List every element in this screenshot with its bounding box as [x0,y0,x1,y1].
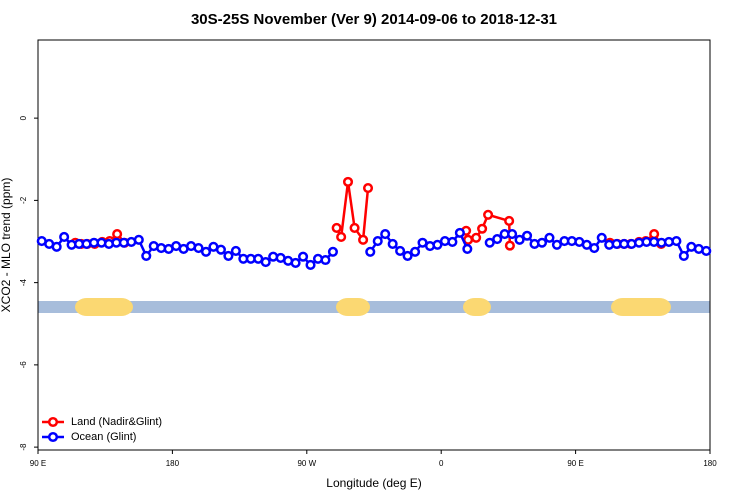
x-tick-label: 0 [439,459,444,468]
y-tick-label: -8 [19,443,28,451]
series-point [410,246,421,257]
series-point [51,241,62,252]
series-point [507,229,518,240]
x-tick-label: 180 [166,459,180,468]
x-tick-label: 90 W [297,459,316,468]
ocean-band [38,301,710,313]
series-point [471,232,482,243]
series-point [701,245,712,257]
series-point [331,222,342,233]
series-point [320,254,331,266]
series-point [260,257,271,268]
series-point [193,243,204,254]
series-point [230,245,241,257]
series-point [484,237,495,248]
y-tick-label: -4 [19,279,28,287]
series-point [336,231,347,243]
series-point [536,237,548,248]
series-point [492,233,503,245]
y-axis-label: XCO2 - MLO trend (ppm) [0,178,13,313]
land-band [611,298,671,316]
series-point [349,222,360,233]
chart-title: 30S-25S November (Ver 9) 2014-09-06 to 2… [191,11,557,28]
series-point [112,229,123,240]
series-point [200,246,212,257]
series-point [305,259,316,270]
series-point [365,246,376,257]
legend-marker [47,416,59,428]
y-tick-label: -6 [19,361,28,369]
series-point [387,238,398,250]
land-band [75,298,133,316]
series-point [522,230,533,241]
series-point [290,257,301,268]
plot-frame [37,39,711,451]
x-tick-label: 90 E [30,459,46,468]
series-point [544,232,555,243]
series-point [671,236,682,247]
series-point [59,231,70,243]
land-band [336,298,370,316]
series-point [141,250,152,261]
series-point [432,239,443,250]
series-point [551,239,562,250]
series-point [596,232,607,243]
series-point [504,215,515,226]
land-ocean-band [38,298,710,316]
series-point [447,236,458,247]
series-point [358,234,369,245]
series-point [589,243,600,254]
legend-label: Land (Nadir&Glint) [71,416,162,428]
series-point [402,250,413,261]
legend-label: Ocean (Glint) [71,431,136,443]
series-point [483,209,494,220]
series-point [342,176,354,187]
series-point [327,246,338,257]
x-tick-label: 180 [703,459,717,468]
series-point [215,244,226,255]
series-point [649,229,660,240]
series-point [395,245,406,257]
y-tick-label: -2 [19,196,28,204]
series-point [380,229,391,240]
y-tick-label: 0 [19,115,28,120]
series-point [454,227,465,238]
series-point [223,250,234,261]
series-point [477,223,488,234]
series-point [678,250,689,261]
series-point [462,243,473,254]
series-point [504,240,515,251]
series-point [372,236,383,247]
series-point [362,182,374,194]
x-axis-label: Longitude (deg E) [326,476,421,490]
land-band [463,298,491,316]
x-tick-label: 90 E [567,459,583,468]
series-point [514,234,525,245]
series-point [133,234,144,245]
series-point [298,251,309,262]
legend-marker [47,431,59,443]
